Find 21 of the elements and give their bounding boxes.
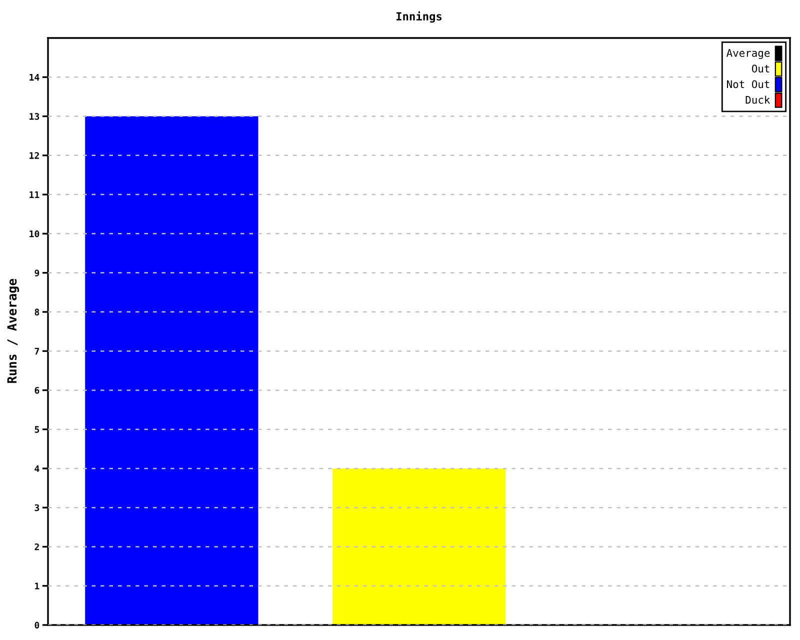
y-tick-label: 9 [34, 270, 40, 276]
y-tick-label: 7 [34, 348, 39, 354]
y-tick-label: 13 [30, 112, 40, 120]
y-tick-label: 3 [34, 504, 40, 512]
legend-label: Average [726, 49, 770, 59]
y-tick-label: 8 [34, 308, 40, 316]
y-tick-label: 2 [34, 543, 39, 550]
y-tick-label: 4 [34, 465, 40, 472]
y-tick-label: 0 [34, 622, 40, 629]
y-tick-label: 6 [34, 386, 40, 394]
y-tick-label: 14 [30, 74, 40, 81]
legend-label: Out [752, 64, 770, 73]
y-tick-label: 10 [30, 230, 40, 238]
y-axis-title: Runs / Average [7, 278, 20, 383]
y-tick-label: 1 [35, 582, 40, 590]
y-tick-label: 12 [30, 152, 39, 159]
legend-label: Duck [746, 96, 770, 104]
legend-label: Not Out [727, 80, 770, 88]
y-tick-label: 11 [30, 191, 40, 198]
chart-title: Innings [396, 11, 442, 23]
y-tick-label: 5 [34, 426, 40, 433]
